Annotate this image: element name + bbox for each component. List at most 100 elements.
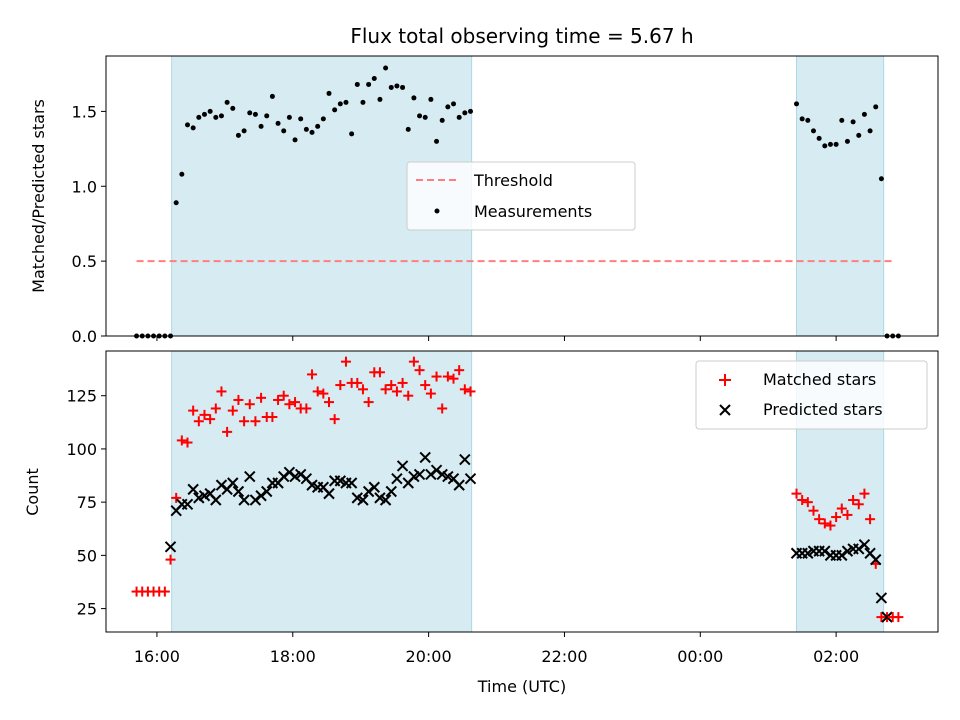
matched-star-point	[323, 397, 334, 408]
legend-predicted-swatch	[719, 404, 731, 416]
measurement-point	[196, 114, 202, 120]
predicted-star-stroke	[459, 453, 471, 466]
legend-predicted-label: Predicted stars	[763, 400, 883, 419]
predicted-star-stroke	[357, 494, 369, 506]
predicted-star-stroke	[317, 481, 330, 493]
y-tick-label: 1.0	[72, 177, 97, 196]
matched-star-point	[848, 495, 859, 506]
matched-star-point	[425, 388, 436, 399]
measurement-point	[861, 111, 867, 117]
matched-star-point	[842, 509, 853, 520]
measurement-point	[839, 117, 845, 123]
measurement-point	[878, 176, 884, 182]
measurement-point	[349, 131, 355, 137]
matched-star-point	[159, 586, 170, 597]
measurement-point	[360, 99, 366, 105]
matched-star-point	[250, 416, 261, 427]
predicted-star-stroke	[164, 541, 177, 553]
predicted-star-stroke	[875, 592, 888, 604]
matched-star-point	[374, 367, 385, 378]
predicted-star-stroke	[227, 477, 239, 489]
predicted-star-stroke	[453, 479, 465, 491]
matched-star-point	[808, 505, 819, 516]
predicted-star-stroke	[379, 494, 392, 506]
matched-star-point	[284, 399, 295, 410]
measurement-point	[230, 105, 236, 111]
observing-window	[796, 55, 885, 337]
matched-star-point	[831, 512, 842, 523]
predicted-star-point	[875, 592, 888, 604]
matched-star-point	[380, 384, 391, 395]
measurement-point	[462, 110, 468, 116]
predicted-star-point	[232, 485, 245, 498]
matched-star-point	[431, 371, 442, 382]
predicted-star-point	[181, 498, 194, 510]
matched-star-point	[397, 377, 408, 388]
predicted-star-point	[419, 451, 431, 464]
predicted-star-stroke	[261, 485, 273, 498]
predicted-star-point	[453, 479, 465, 491]
matched-star-point	[420, 380, 431, 391]
predicted-star-stroke	[232, 485, 245, 498]
predicted-star-point	[368, 481, 380, 493]
matched-star-point	[459, 384, 470, 395]
matched-star-point	[165, 554, 176, 565]
measurement-point	[173, 200, 179, 206]
predicted-star-point	[238, 494, 250, 506]
measurement-point	[411, 95, 417, 101]
predicted-star-point	[261, 485, 273, 498]
predicted-star-point	[210, 494, 222, 506]
measurement-point	[332, 107, 338, 113]
measurement-point	[179, 171, 185, 177]
matched-star-point	[340, 356, 351, 367]
top-axes-frame	[105, 55, 939, 337]
predicted-star-stroke	[368, 481, 380, 493]
predicted-star-stroke	[442, 470, 454, 483]
y-tick-label: 0.5	[72, 252, 97, 271]
measurement-point	[337, 101, 343, 107]
predicted-star-point	[858, 539, 871, 551]
predicted-star-point	[385, 485, 397, 498]
bottom-legend-box	[695, 360, 928, 430]
matched-star-point	[465, 386, 476, 397]
x-tick-label: 02:00	[813, 647, 859, 666]
predicted-star-stroke	[385, 485, 397, 498]
measurement-point	[309, 129, 315, 135]
predicted-star-stroke	[419, 451, 431, 464]
matched-star-point	[329, 414, 340, 425]
matched-star-point	[865, 514, 876, 525]
matched-star-point	[222, 426, 233, 437]
measurement-point	[252, 111, 258, 117]
measurement-point	[873, 104, 879, 110]
predicted-star-point	[227, 477, 239, 489]
measurement-point	[292, 137, 298, 143]
measurement-point	[190, 125, 196, 131]
x-tick-label: 16:00	[134, 647, 180, 666]
matched-star-point	[239, 416, 250, 427]
matched-star-point	[454, 365, 465, 376]
predicted-star-stroke	[864, 547, 876, 559]
matched-star-point	[893, 612, 904, 623]
predicted-star-stroke	[238, 494, 250, 506]
measurement-point	[850, 119, 856, 125]
matched-star-point	[256, 392, 267, 403]
predicted-star-stroke	[413, 468, 426, 481]
measurement-point	[833, 141, 839, 147]
predicted-star-stroke	[300, 473, 313, 485]
predicted-star-stroke	[464, 473, 477, 485]
y-tick-label: 125	[66, 387, 97, 406]
matched-star-point	[312, 386, 323, 397]
predicted-star-stroke	[181, 498, 194, 510]
predicted-star-point	[881, 611, 893, 623]
x-axis-label: Time (UTC)	[477, 677, 566, 696]
matched-star-point	[205, 414, 216, 425]
measurement-point	[235, 132, 241, 138]
measurement-point	[241, 128, 247, 134]
matched-star-point	[357, 384, 368, 395]
y-tick-label: 50	[77, 546, 97, 565]
top-y-ticks: 0.0 0.5 1.0 1.5	[72, 102, 106, 346]
predicted-star-point	[413, 468, 426, 481]
measurement-point	[320, 116, 326, 122]
measurement-point	[377, 96, 383, 102]
legend-matched-swatch	[719, 374, 731, 386]
